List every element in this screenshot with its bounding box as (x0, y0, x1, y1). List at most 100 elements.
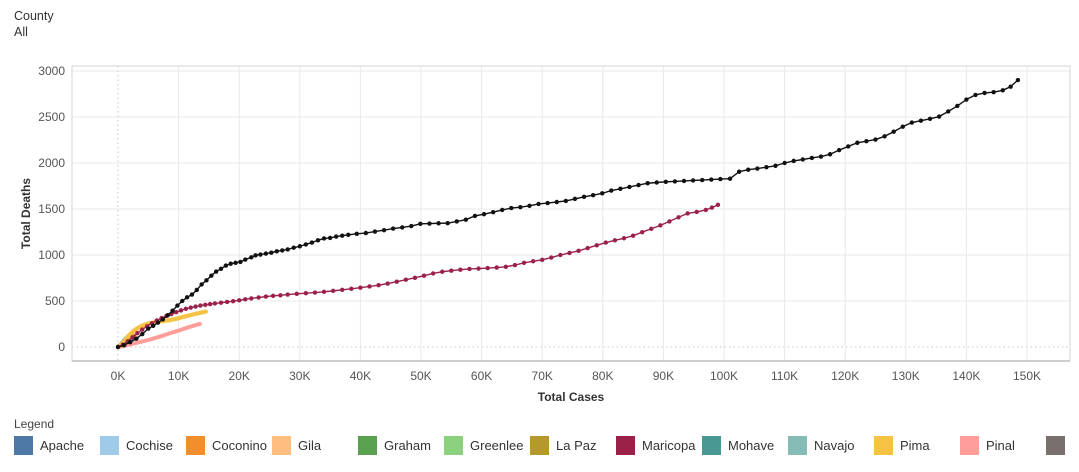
legend-swatch[interactable] (100, 436, 119, 455)
data-point[interactable] (223, 263, 229, 268)
data-point[interactable] (440, 269, 445, 274)
data-point[interactable] (982, 90, 987, 96)
data-point[interactable] (955, 103, 960, 109)
legend-swatch[interactable] (788, 436, 807, 455)
data-point[interactable] (330, 288, 336, 294)
data-point[interactable] (312, 290, 318, 295)
data-point[interactable] (481, 211, 487, 217)
data-point[interactable] (204, 278, 209, 283)
data-point[interactable] (773, 163, 778, 168)
data-point[interactable] (218, 300, 224, 305)
data-point[interactable] (809, 155, 815, 161)
data-point[interactable] (554, 199, 559, 205)
data-point[interactable] (412, 275, 418, 281)
data-point[interactable] (581, 194, 587, 200)
series-maricopa[interactable] (115, 202, 721, 350)
data-point[interactable] (873, 137, 878, 142)
data-point[interactable] (563, 198, 569, 204)
data-point[interactable] (140, 331, 145, 337)
legend-item-coconino[interactable]: Coconino (186, 436, 272, 455)
data-point[interactable] (685, 211, 690, 216)
data-point[interactable] (472, 213, 478, 219)
data-point[interactable] (927, 116, 933, 122)
legend-item-apache[interactable]: Apache (14, 436, 100, 455)
data-point[interactable] (346, 232, 351, 238)
data-point[interactable] (321, 289, 327, 294)
data-point[interactable] (667, 219, 672, 224)
county-filter[interactable]: County All (14, 8, 54, 40)
data-point[interactable] (249, 255, 254, 260)
legend-swatch[interactable] (616, 436, 635, 455)
data-point[interactable] (249, 296, 254, 301)
data-point[interactable] (755, 166, 760, 171)
data-point[interactable] (403, 277, 409, 282)
legend-swatch[interactable] (874, 436, 893, 455)
data-point[interactable] (973, 92, 978, 98)
data-point[interactable] (228, 261, 233, 266)
data-point[interactable] (160, 317, 166, 322)
data-point[interactable] (230, 298, 236, 304)
data-point[interactable] (458, 267, 463, 272)
data-point[interactable] (175, 303, 180, 308)
data-point[interactable] (400, 225, 405, 230)
data-point[interactable] (936, 114, 942, 119)
data-point[interactable] (521, 260, 527, 266)
county-filter-value[interactable]: All (14, 25, 28, 39)
data-point[interactable] (490, 210, 496, 215)
data-point[interactable] (855, 140, 860, 145)
data-point[interactable] (285, 247, 290, 252)
data-point[interactable] (253, 253, 258, 258)
legend-item-cochise[interactable]: Cochise (100, 436, 186, 455)
data-point[interactable] (115, 344, 121, 350)
data-point[interactable] (193, 304, 198, 309)
data-point[interactable] (827, 152, 833, 157)
data-point[interactable] (599, 191, 605, 196)
data-point[interactable] (621, 236, 627, 241)
data-point[interactable] (363, 230, 369, 236)
data-point[interactable] (946, 109, 951, 114)
data-point[interactable] (218, 266, 224, 271)
data-point[interactable] (333, 234, 339, 239)
data-point[interactable] (270, 293, 276, 299)
data-point[interactable] (233, 260, 238, 266)
data-point[interactable] (649, 226, 654, 231)
legend-item-la-paz[interactable]: La Paz (530, 436, 616, 455)
data-point[interactable] (909, 120, 915, 125)
legend-swatch[interactable] (960, 436, 979, 455)
data-point[interactable] (194, 287, 199, 293)
data-point[interactable] (676, 215, 681, 220)
data-point[interactable] (891, 129, 896, 134)
data-point[interactable] (212, 301, 218, 306)
data-point[interactable] (173, 310, 179, 315)
legend-item-unlabeled[interactable] (1046, 436, 1079, 455)
data-point[interactable] (991, 89, 996, 95)
legend-swatch[interactable] (186, 436, 205, 455)
legend-item-maricopa[interactable]: Maricopa (616, 436, 702, 455)
data-point[interactable] (385, 281, 390, 286)
data-point[interactable] (376, 282, 381, 288)
data-point[interactable] (278, 293, 283, 298)
data-point[interactable] (530, 259, 536, 264)
legend-item-pima[interactable]: Pima (874, 436, 960, 455)
data-point[interactable] (864, 138, 869, 144)
data-point[interactable] (527, 203, 532, 208)
data-point[interactable] (558, 252, 563, 258)
data-point[interactable] (764, 164, 769, 170)
data-point[interactable] (381, 227, 387, 233)
series-all[interactable] (115, 77, 1021, 350)
legend-item-pinal[interactable]: Pinal (960, 436, 1046, 455)
data-point[interactable] (585, 245, 590, 251)
data-point[interactable] (209, 273, 214, 278)
data-point[interactable] (672, 179, 678, 184)
data-point[interactable] (263, 251, 269, 256)
data-point[interactable] (694, 209, 699, 215)
data-point[interactable] (188, 305, 193, 310)
data-point[interactable] (358, 285, 363, 290)
data-point[interactable] (485, 265, 490, 271)
data-point[interactable] (372, 229, 378, 234)
data-point[interactable] (818, 154, 824, 159)
data-point[interactable] (184, 295, 190, 300)
legend-item-gila[interactable]: Gila (272, 436, 358, 455)
data-point[interactable] (572, 196, 578, 202)
data-point[interactable] (327, 235, 333, 241)
